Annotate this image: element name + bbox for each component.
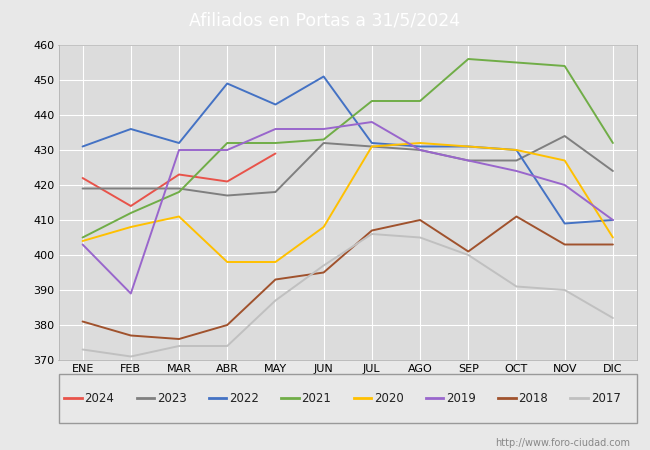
Text: Afiliados en Portas a 31/5/2024: Afiliados en Portas a 31/5/2024 — [189, 11, 461, 29]
Text: 2020: 2020 — [374, 392, 404, 405]
Text: 2021: 2021 — [302, 392, 332, 405]
Text: http://www.foro-ciudad.com: http://www.foro-ciudad.com — [495, 438, 630, 448]
Text: 2022: 2022 — [229, 392, 259, 405]
Text: 2019: 2019 — [446, 392, 476, 405]
Text: 2017: 2017 — [591, 392, 621, 405]
Text: 2018: 2018 — [519, 392, 548, 405]
Text: 2023: 2023 — [157, 392, 187, 405]
Text: 2024: 2024 — [84, 392, 114, 405]
